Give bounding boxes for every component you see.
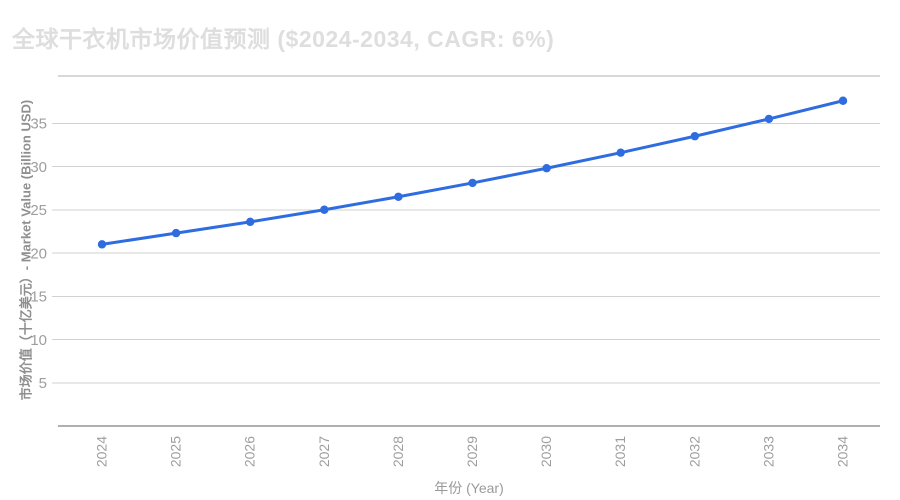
y-tick-label: 10 xyxy=(30,332,47,349)
chart-title: 全球干衣机市场价值预测 ($2024-2034, CAGR: 6%) xyxy=(12,26,555,52)
data-point[interactable] xyxy=(764,114,774,124)
x-tick-label: 2026 xyxy=(242,436,258,467)
line-series xyxy=(100,99,845,246)
x-tick-label: 2025 xyxy=(168,436,184,467)
y-tick-label: 5 xyxy=(39,375,47,392)
data-point[interactable] xyxy=(690,132,699,141)
y-tick-label: 25 xyxy=(30,202,47,219)
x-tick-label: 2032 xyxy=(686,436,702,467)
x-tick-label: 2034 xyxy=(834,436,850,467)
x-tick-label: 2027 xyxy=(316,436,332,467)
x-tick-label: 2033 xyxy=(760,436,776,467)
x-tick-label: 2024 xyxy=(93,436,109,467)
data-point[interactable] xyxy=(468,178,477,188)
x-tick-label: 2031 xyxy=(612,436,628,467)
data-point[interactable] xyxy=(246,217,255,227)
x-tick-label: 2028 xyxy=(390,436,406,467)
y-tick-label: 15 xyxy=(30,289,47,306)
data-point[interactable] xyxy=(542,164,551,173)
data-point[interactable] xyxy=(394,192,403,201)
data-point[interactable] xyxy=(838,96,848,105)
y-tick-label: 35 xyxy=(30,116,47,133)
y-tick-label: 30 xyxy=(30,159,47,176)
y-axis-title: 市场价值（十亿美元）- Market Value (Billion USD) xyxy=(18,99,34,401)
data-point[interactable] xyxy=(320,205,329,214)
data-point[interactable] xyxy=(97,240,107,249)
x-tick-label: 2029 xyxy=(464,436,480,467)
data-point[interactable] xyxy=(171,228,181,238)
data-point[interactable] xyxy=(616,148,625,157)
x-axis-title: 年份 (Year) xyxy=(434,480,504,496)
y-tick-label: 20 xyxy=(30,245,47,262)
x-tick-label: 2030 xyxy=(538,436,554,467)
